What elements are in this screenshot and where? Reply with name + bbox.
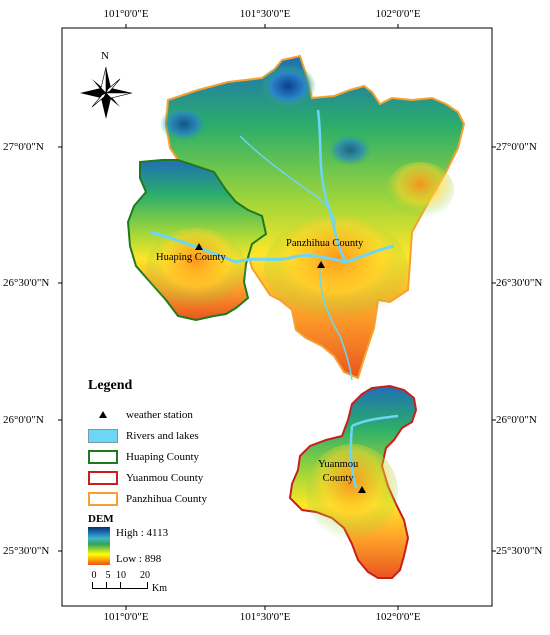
tick-right-26-30: 26°30'0"N (496, 277, 543, 289)
scale-line (92, 582, 148, 589)
legend-label: Huaping County (126, 450, 200, 463)
dem-high-label: High : 4113 (116, 527, 169, 539)
dem-ramp-group: High : 4113 Low : 898 (88, 527, 258, 565)
dem-title: DEM (88, 513, 114, 525)
tick-top-102-0: 102°0'0"E (375, 8, 421, 20)
legend-item-panzhihua: Panzhihua County (88, 488, 258, 509)
compass-star-icon (80, 66, 133, 119)
tick-bottom-101-0: 101°0'0"E (103, 611, 149, 623)
weather-station-huaping (195, 243, 203, 250)
label-yuanmou-county: Yuanmou County (318, 459, 359, 484)
dem-color-ramp (88, 527, 110, 565)
legend-label: weather station (126, 408, 193, 421)
legend-label: Rivers and lakes (126, 429, 199, 442)
legend-item-huaping: Huaping County (88, 446, 258, 467)
label-huaping-county: Huaping County (156, 252, 226, 263)
huaping-swatch (88, 449, 118, 464)
north-label: N (101, 50, 109, 62)
river-yalong (316, 109, 348, 263)
weather-station-yuanmou (358, 486, 366, 493)
frame-ticks (58, 24, 496, 610)
southern-region (288, 384, 418, 579)
legend-label: Yuanmou County (126, 471, 204, 484)
legend-label: Panzhihua County (126, 492, 207, 505)
dem-high-northwest (160, 106, 208, 142)
weather-station-panzhihua (317, 261, 325, 268)
dem-low-label: Low : 898 (116, 553, 162, 565)
tick-bottom-102-0: 102°0'0"E (375, 611, 421, 623)
scale-bar: 0 5 10 20 Km (91, 570, 168, 594)
tick-bottom-101-30: 101°30'0"E (239, 611, 291, 623)
dem-high-north (260, 64, 316, 108)
legend-title: Legend (88, 378, 133, 393)
river-jinsha (149, 230, 395, 264)
legend: Legend weather station Rivers and lakes … (88, 378, 258, 565)
dem-low-huaping (146, 228, 246, 308)
legend-item-rivers-lakes: Rivers and lakes (88, 425, 258, 446)
tick-right-26-0: 26°0'0"N (496, 414, 537, 426)
river-longchuan (349, 414, 399, 489)
scale-tick-10: 10 (116, 570, 126, 581)
tick-left-27-0: 27°0'0"N (3, 141, 44, 153)
river-south (318, 261, 353, 381)
scale-tick-20: 20 (140, 570, 150, 581)
tick-left-26-0: 26°0'0"N (3, 414, 44, 426)
legend-item-yuanmou: Yuanmou County (88, 467, 258, 488)
dem-low-yuanmou (306, 444, 398, 540)
tick-right-27-0: 27°0'0"N (496, 141, 537, 153)
scale-tick-5: 5 (105, 570, 111, 581)
river-tributary (239, 135, 337, 227)
panzhihua-swatch (88, 491, 118, 506)
scale-tick-0: 0 (91, 570, 97, 581)
yuanmou-swatch (88, 470, 118, 485)
tick-left-26-30: 26°30'0"N (3, 277, 50, 289)
tick-right-25-30: 25°30'0"N (496, 545, 543, 557)
rivers-lakes-swatch (88, 428, 118, 443)
label-panzhihua-county: Panzhihua County (286, 238, 364, 249)
tick-left-25-30: 25°30'0"N (3, 545, 50, 557)
dem-low-east (386, 162, 454, 218)
dem-low-panzhihua (264, 216, 408, 320)
tick-top-101-30: 101°30'0"E (239, 8, 291, 20)
scale-unit: Km (152, 583, 167, 594)
tick-top-101-0: 101°0'0"E (103, 8, 149, 20)
legend-item-weather-station: weather station (88, 404, 258, 425)
triangle-icon (99, 410, 107, 418)
northern-region (126, 54, 466, 381)
dem-high-central (328, 134, 372, 166)
